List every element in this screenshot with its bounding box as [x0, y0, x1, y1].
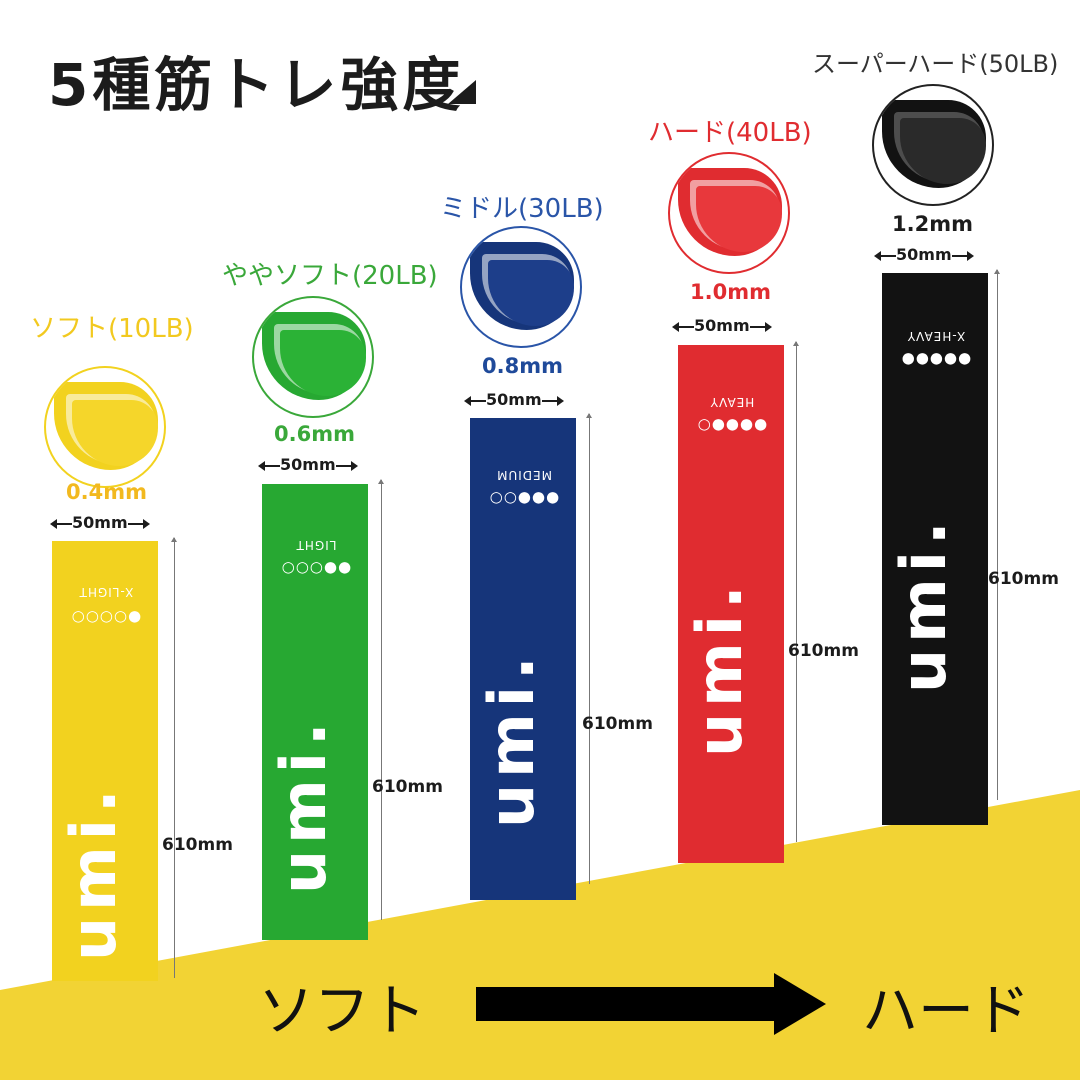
band-strip-super-hard: X-HEAVY ●●●●● umi.	[882, 273, 988, 825]
band-logo-mild: umi.	[267, 716, 340, 894]
band-grade-soft: X-LIGHT	[78, 585, 134, 599]
band-strip-middle: MEDIUM ●●●○○ umi.	[470, 418, 576, 900]
band-strip-mild: LIGHT ●●○○○ umi.	[262, 484, 368, 940]
title-triangle-icon	[448, 80, 476, 104]
band-grade-super-hard: X-HEAVY	[906, 329, 966, 343]
band-swatch-mild	[252, 296, 374, 418]
band-swatch-super-hard	[872, 84, 994, 206]
length-line-middle	[586, 413, 592, 884]
band-logo-middle: umi.	[475, 650, 548, 828]
length-line-mild	[378, 479, 384, 920]
band-length-hard: 610mm	[788, 641, 859, 661]
band-dots-mild: ●●○○○	[280, 560, 352, 578]
band-thickness-middle: 0.8mm	[482, 354, 563, 378]
band-grade-middle: MEDIUM	[496, 468, 552, 482]
band-logo-hard: umi.	[683, 579, 756, 757]
band-name-soft: ソフト(10LB)	[30, 314, 194, 344]
band-thickness-hard: 1.0mm	[690, 280, 771, 304]
scale-arrow-head-icon	[774, 973, 826, 1035]
scale-hard-label: ハード	[862, 979, 1030, 1044]
band-name-mild: ややソフト(20LB)	[222, 261, 438, 291]
scale-arrow-icon	[476, 987, 776, 1021]
band-dots-soft: ●○○○○	[70, 609, 142, 627]
band-swatch-soft	[44, 366, 166, 488]
band-name-middle: ミドル(30LB)	[440, 194, 604, 224]
band-length-soft: 610mm	[162, 835, 233, 855]
band-length-super-hard: 610mm	[988, 569, 1059, 589]
band-grade-hard: HEAVY	[709, 395, 755, 409]
scale-soft-label: ソフト	[258, 979, 426, 1044]
band-grade-mild: LIGHT	[295, 538, 337, 552]
band-dots-super-hard: ●●●●●	[900, 351, 972, 369]
band-thickness-soft: 0.4mm	[66, 480, 147, 504]
band-name-hard: ハード(40LB)	[648, 118, 812, 148]
band-logo-soft: umi.	[57, 783, 130, 961]
band-width-mild: 50mm	[258, 455, 358, 474]
band-thickness-super-hard: 1.2mm	[892, 212, 973, 236]
band-thickness-mild: 0.6mm	[274, 422, 355, 446]
band-logo-super-hard: umi.	[887, 515, 960, 693]
band-dots-hard: ●●●●○	[696, 417, 768, 435]
band-strip-hard: HEAVY ●●●●○ umi.	[678, 345, 784, 863]
band-width-soft: 50mm	[50, 513, 150, 532]
band-width-super-hard: 50mm	[874, 245, 974, 264]
band-swatch-middle	[460, 226, 582, 348]
length-line-soft	[171, 537, 177, 978]
band-name-super-hard: スーパーハード(50LB)	[812, 50, 1059, 78]
band-width-hard: 50mm	[672, 316, 772, 335]
band-swatch-hard	[668, 152, 790, 274]
band-dots-middle: ●●●○○	[488, 490, 560, 508]
page-title: 5種筋トレ強度	[48, 51, 465, 119]
band-length-middle: 610mm	[582, 714, 653, 734]
band-width-middle: 50mm	[464, 390, 564, 409]
length-line-super-hard	[994, 269, 1000, 800]
length-line-hard	[793, 341, 799, 842]
band-length-mild: 610mm	[372, 777, 443, 797]
band-strip-soft: X-LIGHT ●○○○○ umi.	[52, 541, 158, 981]
